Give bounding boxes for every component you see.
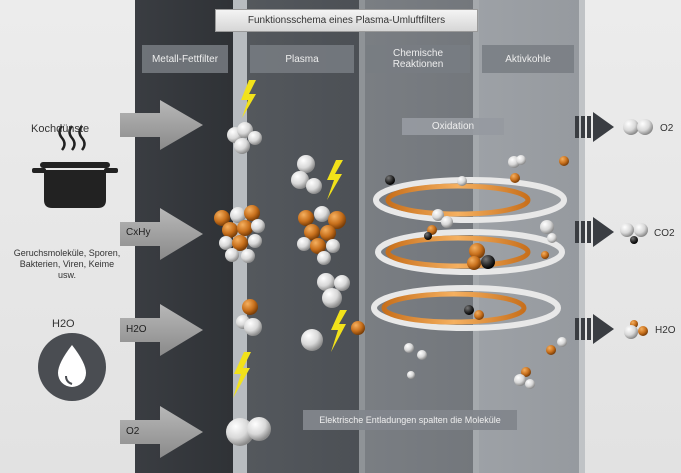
molecule-cluster (385, 155, 569, 389)
water-drop-icon (38, 333, 106, 401)
input-arrow-h2o (120, 304, 203, 356)
output-arrow-h2o (575, 314, 614, 344)
oxidation-label: Oxidation (402, 118, 504, 135)
output-molecule-o2 (623, 119, 653, 135)
header-chemische-reaktionen: Chemische Reaktionen (366, 45, 470, 73)
cooking-pot-icon (32, 125, 118, 208)
plasma-column (247, 0, 359, 473)
header-aktivkohle: Aktivkohle (482, 45, 574, 73)
column-separator (359, 0, 365, 473)
label-kochduenste: Kochdünste (31, 123, 90, 135)
arrow-label-o2: O2 (126, 426, 140, 437)
output-molecule-h2o (624, 320, 648, 339)
output-label-co2: CO2 (654, 228, 675, 239)
input-arrow-o2 (120, 406, 203, 458)
output-molecule-co2 (620, 223, 648, 244)
arrow-label-cxhy: CxHy (126, 227, 151, 238)
output-arrow-co2 (575, 217, 614, 247)
label-geruchsmolekuele: Geruchsmoleküle, Sporen, Bakterien, Vire… (13, 248, 121, 280)
molecule-cluster (214, 122, 271, 446)
input-arrow-kochduenste (120, 100, 203, 150)
input-arrow-cxhy (120, 208, 203, 260)
lightning-icon (233, 80, 347, 398)
discharge-label: Elektrische Entladungen spalten die Mole… (303, 410, 517, 430)
output-label-h2o: H2O (655, 325, 676, 336)
output-arrow-o2 (575, 112, 614, 142)
molecule-cluster (291, 155, 365, 351)
reaction-swirl (371, 177, 567, 331)
arrow-label-h2o: H2O (126, 324, 147, 335)
diagram-title: Funktionsschema eines Plasma-Umluftfilte… (215, 9, 478, 32)
header-metall-fettfilter: Metall-Fettfilter (142, 45, 228, 73)
header-plasma: Plasma (250, 45, 354, 73)
label-h2o: H2O (52, 318, 75, 330)
output-label-o2: O2 (660, 123, 674, 134)
